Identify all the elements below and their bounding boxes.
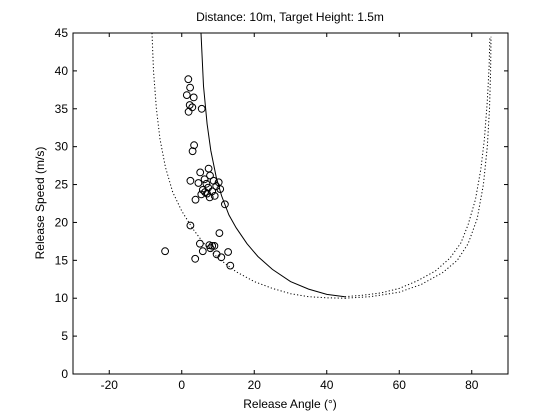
- x-tick-label: -20: [101, 378, 119, 392]
- data-point: [226, 261, 235, 270]
- data-point: [184, 75, 193, 84]
- data-point: [197, 104, 206, 113]
- data-point: [217, 253, 226, 262]
- x-tick-label: 80: [465, 378, 479, 392]
- y-tick-label: 15: [55, 253, 69, 267]
- x-axis: -20 0 20 40 60 80: [101, 33, 479, 392]
- y-tick-label: 45: [55, 26, 69, 40]
- trajectory-curve-dotted: [344, 36, 492, 299]
- data-point: [190, 141, 199, 150]
- data-point: [210, 192, 219, 200]
- data-point: [186, 176, 195, 185]
- data-point: [202, 179, 211, 188]
- x-tick-label: 40: [320, 378, 334, 392]
- data-point: [197, 190, 206, 199]
- data-point: [206, 244, 215, 253]
- data-point: [208, 242, 217, 250]
- trajectory-curve-dotted: [344, 36, 491, 298]
- chart-title: Distance: 10m, Target Height: 1.5m: [196, 10, 384, 24]
- y-tick-label: 0: [61, 367, 68, 381]
- y-tick-label: 10: [55, 291, 69, 305]
- data-point: [182, 91, 191, 99]
- data-point: [188, 147, 197, 156]
- x-tick-label: 60: [393, 378, 407, 392]
- data-point: [186, 83, 195, 92]
- x-axis-label: Release Angle (°): [243, 397, 337, 411]
- data-point: [205, 193, 214, 202]
- data-point: [224, 248, 233, 256]
- plot-area: [72, 32, 509, 375]
- data-point: [186, 221, 195, 230]
- data-point: [200, 175, 209, 184]
- x-tick-label: 0: [178, 378, 185, 392]
- points-layer: [161, 75, 235, 270]
- data-point: [189, 93, 198, 102]
- y-tick-label: 25: [55, 178, 69, 192]
- data-point: [184, 107, 193, 116]
- data-point: [221, 200, 229, 209]
- trajectory-curve-dotted: [151, 33, 345, 299]
- y-axis-label: Release Speed (m/s): [33, 147, 47, 260]
- data-point: [215, 229, 224, 238]
- data-point: [196, 239, 204, 248]
- curves-layer: [151, 33, 492, 299]
- data-point: [198, 247, 207, 256]
- data-point: [191, 195, 200, 204]
- y-tick-label: 20: [55, 215, 69, 229]
- y-tick-label: 40: [55, 64, 69, 78]
- data-point: [194, 179, 203, 187]
- y-tick-label: 35: [55, 102, 69, 116]
- y-tick-label: 5: [61, 329, 68, 343]
- trajectory-curve-solid: [200, 33, 345, 298]
- data-point: [206, 171, 214, 180]
- data-point: [196, 168, 205, 177]
- y-axis: 0 5 10 15 20 25 30 35 40 45: [55, 26, 508, 381]
- data-point: [191, 254, 200, 263]
- x-tick-label: 20: [248, 378, 262, 392]
- data-point: [161, 247, 170, 256]
- data-point: [216, 185, 225, 194]
- data-point: [210, 242, 219, 250]
- y-tick-label: 30: [55, 140, 69, 154]
